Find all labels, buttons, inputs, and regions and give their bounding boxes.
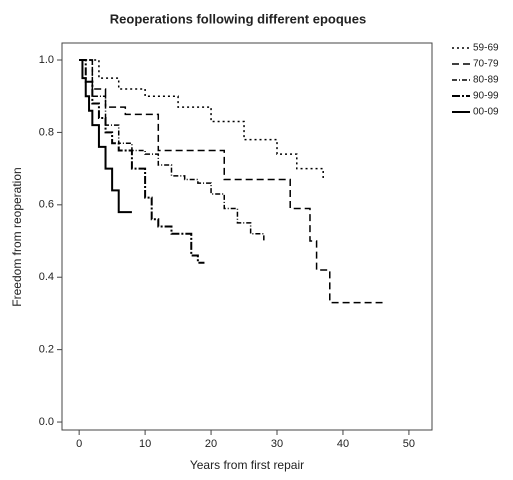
survival-curve: [79, 59, 205, 264]
x-tick-label: 20: [205, 438, 217, 450]
survival-curve: [79, 59, 324, 180]
legend-label: 80-89: [473, 75, 499, 86]
survival-curve: [79, 59, 265, 242]
legend-label: 70-79: [473, 59, 499, 70]
x-axis-label: Years from first repair: [190, 458, 304, 472]
y-tick-label: 0.2: [39, 344, 54, 356]
survival-curve: [79, 59, 132, 214]
chart-title: Reoperations following different epoques: [110, 11, 366, 26]
y-tick-label: 0.8: [39, 126, 54, 138]
y-axis-label: Freedom from reoperation: [10, 167, 24, 306]
y-tick-label: 0.0: [39, 416, 54, 428]
legend-label: 59-69: [473, 43, 499, 54]
legend-label: 00-09: [473, 107, 499, 118]
x-tick-label: 40: [337, 438, 349, 450]
x-tick-label: 10: [139, 438, 151, 450]
x-tick-label: 30: [271, 438, 283, 450]
x-tick-label: 50: [403, 438, 415, 450]
y-tick-label: 0.4: [39, 271, 54, 283]
y-tick-label: 0.6: [39, 199, 54, 211]
plot-frame: [61, 42, 433, 431]
x-tick-label: 0: [76, 438, 82, 450]
survival-curve: [79, 59, 383, 304]
legend-label: 90-99: [473, 91, 499, 102]
y-tick-label: 1.0: [39, 54, 54, 66]
